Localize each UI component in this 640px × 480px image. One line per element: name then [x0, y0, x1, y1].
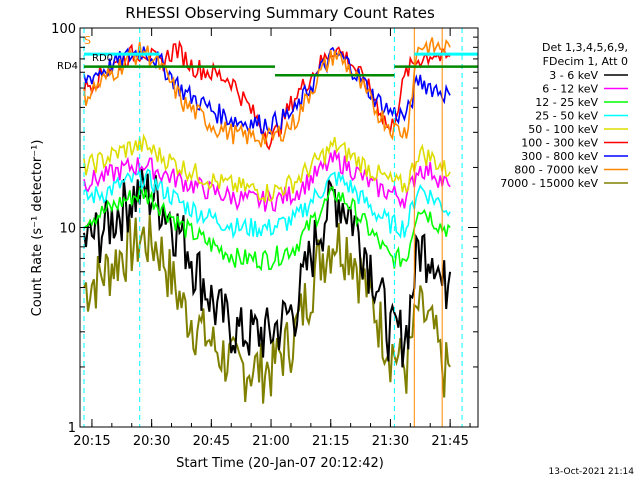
legend-entry-label: 25 - 50 keV [535, 110, 598, 123]
legend: Det 1,3,4,5,6,9, FDecim 1, Att 0 3 - 6 k… [500, 41, 628, 190]
legend-entry-label: 6 - 12 keV [542, 83, 598, 96]
marker-rd4: RD4 [57, 61, 78, 72]
legend-entry-label: 800 - 7000 keV [514, 164, 598, 177]
legend-entry-label: 7000 - 15000 keV [500, 177, 598, 190]
y-axis-label: Count Rate (s⁻¹ detector⁻¹) [30, 140, 45, 317]
x-tick-label: 20:45 [193, 434, 230, 449]
legend-entry-label: 300 - 800 keV [521, 150, 598, 163]
y-tick-label: 1 [68, 421, 76, 436]
legend-header-line2: FDecim 1, Att 0 [543, 55, 628, 68]
series-line [83, 185, 451, 272]
timestamp: 13-Oct-2021 21:14 [549, 467, 635, 477]
series-line [83, 37, 451, 148]
x-tick-label: 21:15 [312, 434, 349, 449]
x-tick-label: 21:00 [252, 434, 289, 449]
marker-rd0: RD0 [92, 53, 113, 64]
marker-s: S [84, 34, 91, 47]
legend-entry-label: 50 - 100 keV [528, 123, 598, 136]
x-tick-label: 20:15 [73, 434, 110, 449]
legend-entry-label: 100 - 300 keV [521, 137, 598, 150]
legend-entry-label: 12 - 25 keV [535, 96, 598, 109]
x-tick-label: 20:30 [133, 434, 170, 449]
x-tick-label: 21:45 [431, 434, 468, 449]
series-line [83, 168, 451, 240]
series-line [83, 150, 451, 213]
y-tick-label: 10 [59, 222, 76, 237]
x-tick-label: 21:30 [372, 434, 409, 449]
legend-header-line1: Det 1,3,4,5,6,9, [542, 41, 628, 54]
legend-entry-label: 3 - 6 keV [549, 69, 598, 82]
series-line [83, 133, 451, 204]
chart-title: RHESSI Observing Summary Count Rates [125, 4, 435, 22]
series-line [83, 215, 451, 404]
x-axis-label: Start Time (20-Jan-07 20:12:42) [176, 456, 384, 471]
y-tick-label: 100 [51, 22, 76, 37]
